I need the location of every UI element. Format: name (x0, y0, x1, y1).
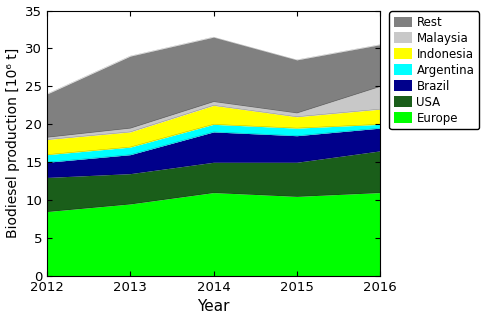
Y-axis label: Biodiesel production [10⁶ t]: Biodiesel production [10⁶ t] (5, 48, 19, 238)
X-axis label: Year: Year (197, 300, 229, 315)
Legend: Rest, Malaysia, Indonesia, Argentina, Brazil, USA, Europe: Rest, Malaysia, Indonesia, Argentina, Br… (389, 11, 478, 129)
